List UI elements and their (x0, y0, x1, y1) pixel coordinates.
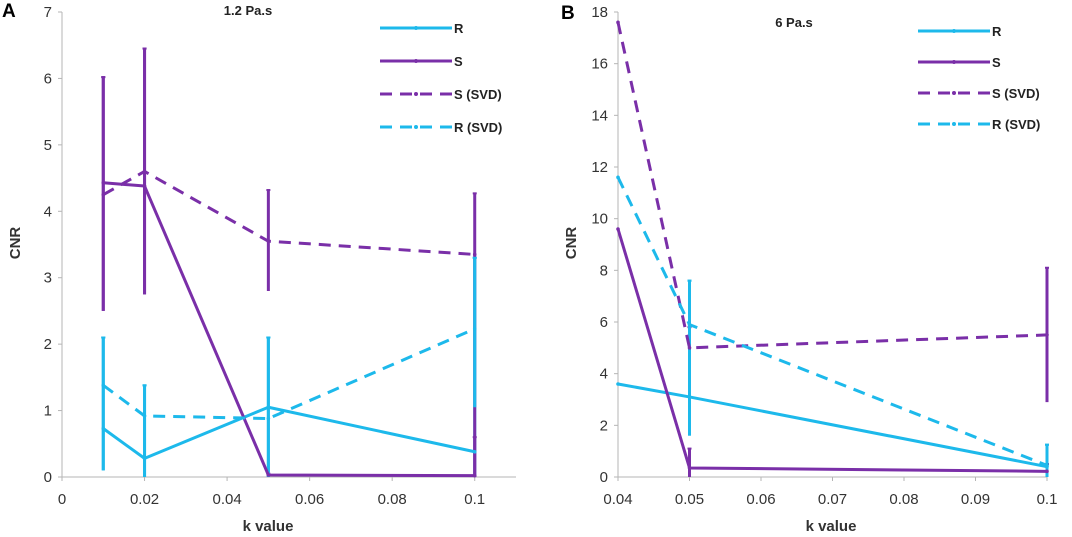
y-tick-label-a: 7 (44, 4, 52, 21)
series-line-a-s-svd (102, 169, 475, 256)
data-point-a (101, 426, 106, 431)
data-point-b (687, 395, 692, 399)
legend-label-a: S (SVD) (454, 87, 502, 102)
y-tick-label-a: 1 (44, 403, 52, 420)
x-tick-label-b: 0.06 (746, 491, 775, 508)
y-tick-label-b: 2 (600, 417, 608, 434)
x-tick-label-a: 0.08 (378, 491, 407, 508)
series-line-b-s (616, 228, 1048, 473)
data-point-a (266, 473, 271, 477)
legend-label-a: R (454, 21, 464, 36)
x-tick-label-b: 0.07 (818, 491, 847, 508)
legend-label-b: R (SVD) (992, 117, 1040, 132)
panel-letter-b: B (561, 3, 575, 24)
data-point-a (472, 449, 477, 454)
y-tick-label-a: 6 (44, 70, 52, 87)
x-tick-label-b: 0.09 (961, 491, 990, 508)
y-tick-label-a: 5 (44, 137, 52, 154)
y-tick-label-b: 16 (591, 56, 608, 73)
data-point-a (472, 252, 477, 257)
data-point-a (101, 192, 106, 197)
legend-label-b: S (SVD) (992, 86, 1040, 101)
data-point-b (687, 346, 692, 350)
x-tick-label-b: 0.1 (1037, 491, 1058, 508)
data-point-a (266, 416, 271, 421)
x-tick-label-a: 0.1 (464, 491, 485, 508)
y-tick-label-b: 12 (591, 159, 608, 176)
series-line-a-r (102, 405, 476, 460)
data-point-a (472, 327, 477, 331)
series-line-b-s-svd (616, 22, 1048, 350)
data-point-a (472, 473, 477, 478)
data-point-b (687, 322, 692, 327)
legend-marker-a (414, 59, 418, 63)
legend-marker-a (414, 92, 418, 96)
series-line-b-r (617, 382, 1048, 469)
y-tick-label-a: 2 (44, 336, 52, 353)
x-tick-label-a: 0 (58, 491, 66, 508)
y-tick-label-b: 0 (600, 469, 608, 486)
legend-marker-b (952, 60, 956, 64)
chart-title-a: 1.2 Pa.s (224, 3, 272, 18)
x-tick-label-a: 0.04 (212, 491, 241, 508)
legend-marker-a (414, 125, 418, 129)
y-tick-label-b: 6 (600, 314, 608, 331)
legend-marker-b (952, 122, 956, 126)
data-point-a (266, 239, 271, 243)
legend-marker-b (952, 29, 956, 33)
data-point-b (687, 466, 692, 470)
y-tick-label-b: 8 (600, 262, 608, 279)
legend-label-a: R (SVD) (454, 120, 502, 135)
data-point-b (616, 382, 620, 386)
chart-title-b: 6 Pa.s (775, 15, 813, 30)
data-point-a (142, 414, 147, 418)
data-point-a (142, 184, 147, 188)
data-point-b (1045, 463, 1049, 468)
legend-label-a: S (454, 54, 463, 69)
data-point-b (616, 20, 620, 25)
x-axis-title-b: k value (806, 518, 857, 535)
data-point-a (101, 180, 106, 185)
panel-letter-a: A (2, 1, 16, 22)
x-axis-title-a: k value (243, 518, 294, 535)
y-tick-label-b: 4 (600, 366, 608, 383)
y-axis-title-b: CNR (563, 227, 580, 260)
y-tick-label-b: 14 (591, 107, 608, 124)
x-tick-label-b: 0.04 (603, 491, 632, 508)
data-point-a (142, 169, 147, 174)
y-tick-label-b: 10 (591, 211, 608, 228)
plot-area-b: 0 2 4 6 8 10 12 14 16 18 0.04 0.05 0.06 0.07 0.08 0.09 0… (591, 4, 1057, 508)
series-line-a-r-svd (102, 327, 476, 421)
series-line-a-s (103, 181, 475, 478)
data-point-a (266, 405, 271, 410)
x-tick-label-b: 0.05 (675, 491, 704, 508)
y-tick-label-a: 0 (44, 469, 52, 486)
data-point-a (142, 456, 147, 461)
y-tick-label-a: 4 (44, 203, 52, 220)
data-point-b (1045, 333, 1049, 337)
y-tick-label-a: 3 (44, 270, 52, 287)
x-tick-label-b: 0.08 (889, 491, 918, 508)
x-tick-label-a: 0.02 (130, 491, 159, 508)
data-point-a (101, 383, 106, 388)
data-point-b (616, 175, 620, 180)
plot-area-a: 0 1 2 3 4 5 6 7 0 0.02 0.04 0.06 0.08 0.1 R S S (SVD) R (… (44, 4, 516, 508)
x-tick-label-a: 0.06 (295, 491, 324, 508)
legend-label-b: S (992, 55, 1001, 70)
data-point-b (1045, 469, 1049, 474)
legend-marker-a (414, 26, 418, 30)
data-point-b (616, 227, 620, 231)
y-axis-title-a: CNR (7, 227, 24, 260)
legend-label-b: R (992, 24, 1002, 39)
legend-marker-b (952, 91, 956, 95)
y-tick-label-b: 18 (591, 4, 608, 21)
